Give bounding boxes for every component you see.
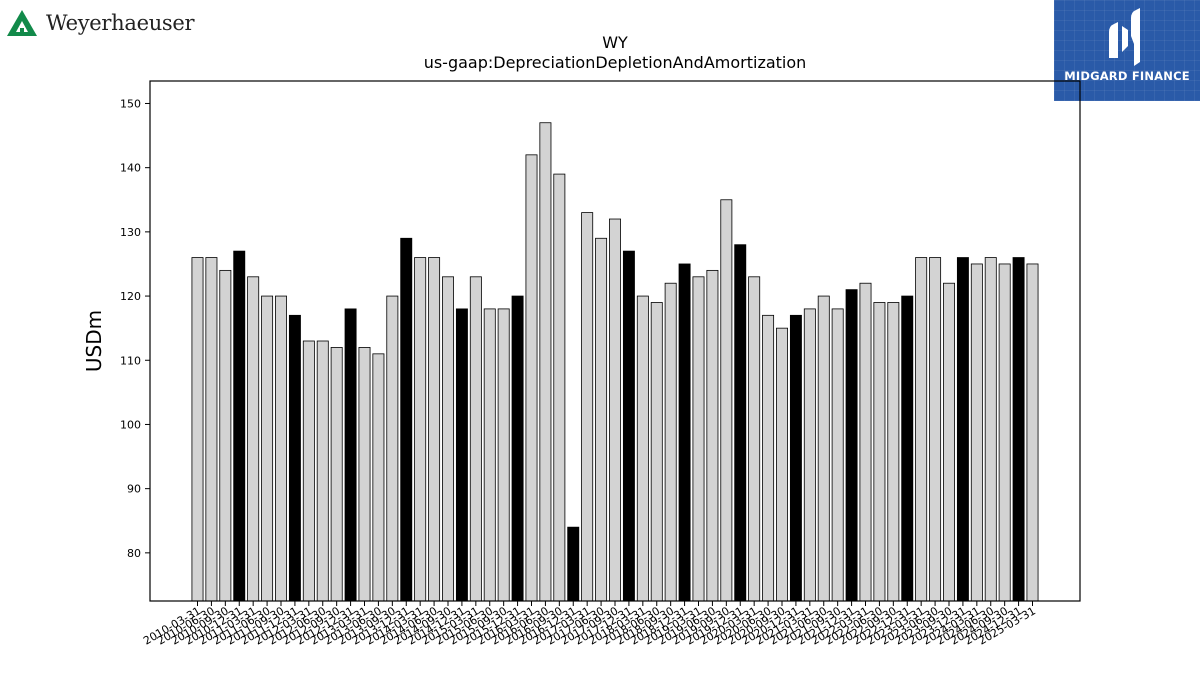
- bar-2021-06-30: [817, 295, 830, 602]
- bar-2018-09-30: [664, 282, 677, 602]
- weyerhaeuser-logo: Weyerhaeuser: [6, 6, 195, 40]
- y-tick-label: 120: [120, 290, 141, 303]
- y-tick-label: 140: [120, 162, 141, 175]
- bar-2013-09-30: [386, 295, 399, 602]
- tree-icon: [7, 10, 37, 36]
- bar-2017-09-30: [609, 218, 621, 602]
- chart-subtitle: us-gaap:DepreciationDepletionAndAmortiza…: [424, 53, 807, 72]
- bar-2024-03-31: [970, 263, 983, 602]
- bar-2014-03-31: [414, 257, 427, 602]
- bar-2017-03-31: [581, 212, 594, 602]
- chart-title: WY: [602, 33, 628, 52]
- y-axis: 80 90 100 110 120 130 140 150: [120, 97, 150, 560]
- bar-series: [191, 122, 1039, 602]
- bar-2011-09-30: [275, 295, 287, 602]
- bar-2010-09-30: [219, 269, 232, 602]
- y-tick-label: 90: [127, 483, 141, 496]
- bar-2012-03-31: [302, 340, 315, 602]
- bar-2019-06-30: [706, 269, 719, 602]
- bar-2014-09-30: [442, 276, 454, 602]
- bar-2013-06-30: [372, 353, 385, 602]
- bar-2015-12-31: [511, 295, 524, 602]
- y-axis-label: USDm: [82, 310, 106, 372]
- bar-2020-09-30: [776, 327, 788, 602]
- bar-2021-03-31: [803, 308, 816, 602]
- weyerhaeuser-wordmark: Weyerhaeuser: [46, 11, 195, 35]
- bar-2022-03-31: [859, 282, 872, 602]
- bar-2010-12-31: [233, 250, 246, 602]
- bar-2021-12-31: [845, 289, 858, 602]
- bar-2019-03-31: [692, 276, 705, 602]
- y-tick-label: 150: [120, 97, 141, 110]
- bar-2012-09-30: [330, 347, 343, 602]
- bar-2024-12-31: [1012, 257, 1025, 602]
- y-tick-label: 110: [120, 354, 141, 367]
- bar-2016-06-30: [539, 122, 552, 602]
- bar-2014-12-31: [455, 308, 468, 602]
- bar-2016-12-31: [567, 526, 580, 602]
- bar-2013-03-31: [358, 347, 371, 602]
- bar-2015-03-31: [469, 276, 482, 602]
- bar-2023-09-30: [943, 282, 955, 602]
- bar-2022-06-30: [873, 302, 886, 602]
- midgard-finance-wordmark: MIDGARD FINANCE: [1064, 69, 1190, 83]
- bar-2023-03-31: [915, 257, 928, 602]
- bar-2020-03-31: [748, 276, 761, 602]
- y-tick-label: 100: [120, 418, 141, 431]
- x-axis: 2010-03-312010-06-302010-09-302010-12-31…: [141, 601, 1038, 648]
- bar-2012-06-30: [316, 340, 329, 602]
- bar-2011-12-31: [288, 314, 301, 602]
- bar-2016-09-30: [553, 173, 566, 602]
- bar-2024-06-30: [984, 257, 997, 602]
- bar-2023-12-31: [956, 257, 969, 602]
- bar-2020-12-31: [789, 314, 802, 602]
- bar-2021-09-30: [831, 308, 844, 602]
- bar-2010-03-31: [191, 257, 204, 602]
- bar-2022-12-31: [901, 295, 914, 602]
- y-tick-label: 80: [127, 547, 141, 560]
- bar-2011-03-31: [247, 276, 260, 602]
- bar-2020-06-30: [762, 314, 775, 602]
- bar-2011-06-30: [261, 295, 274, 602]
- bar-2010-06-30: [205, 257, 218, 602]
- bar-2018-12-31: [678, 263, 691, 602]
- bar-2012-12-31: [344, 308, 357, 602]
- bar-2015-06-30: [483, 308, 496, 602]
- midgard-finance-logo: MIDGARD FINANCE: [1054, 0, 1200, 101]
- midgard-mark-icon: [1109, 8, 1140, 66]
- bar-2017-12-31: [622, 250, 635, 602]
- bar-2018-03-31: [636, 295, 649, 602]
- bar-2017-06-30: [595, 237, 608, 602]
- bar-2019-12-31: [734, 244, 747, 602]
- bar-2016-03-31: [525, 154, 538, 602]
- bar-2013-12-31: [400, 237, 413, 602]
- bar-2025-03-31: [1026, 263, 1039, 602]
- bar-2023-06-30: [929, 257, 942, 602]
- bar-2018-06-30: [650, 302, 663, 602]
- bar-2022-09-30: [887, 302, 900, 602]
- bar-2024-09-30: [998, 263, 1011, 602]
- bar-2015-09-30: [497, 308, 510, 602]
- bar-2014-06-30: [428, 257, 441, 602]
- y-tick-label: 130: [120, 226, 141, 239]
- bar-2019-09-30: [720, 199, 733, 602]
- plot-frame: [149, 80, 1081, 602]
